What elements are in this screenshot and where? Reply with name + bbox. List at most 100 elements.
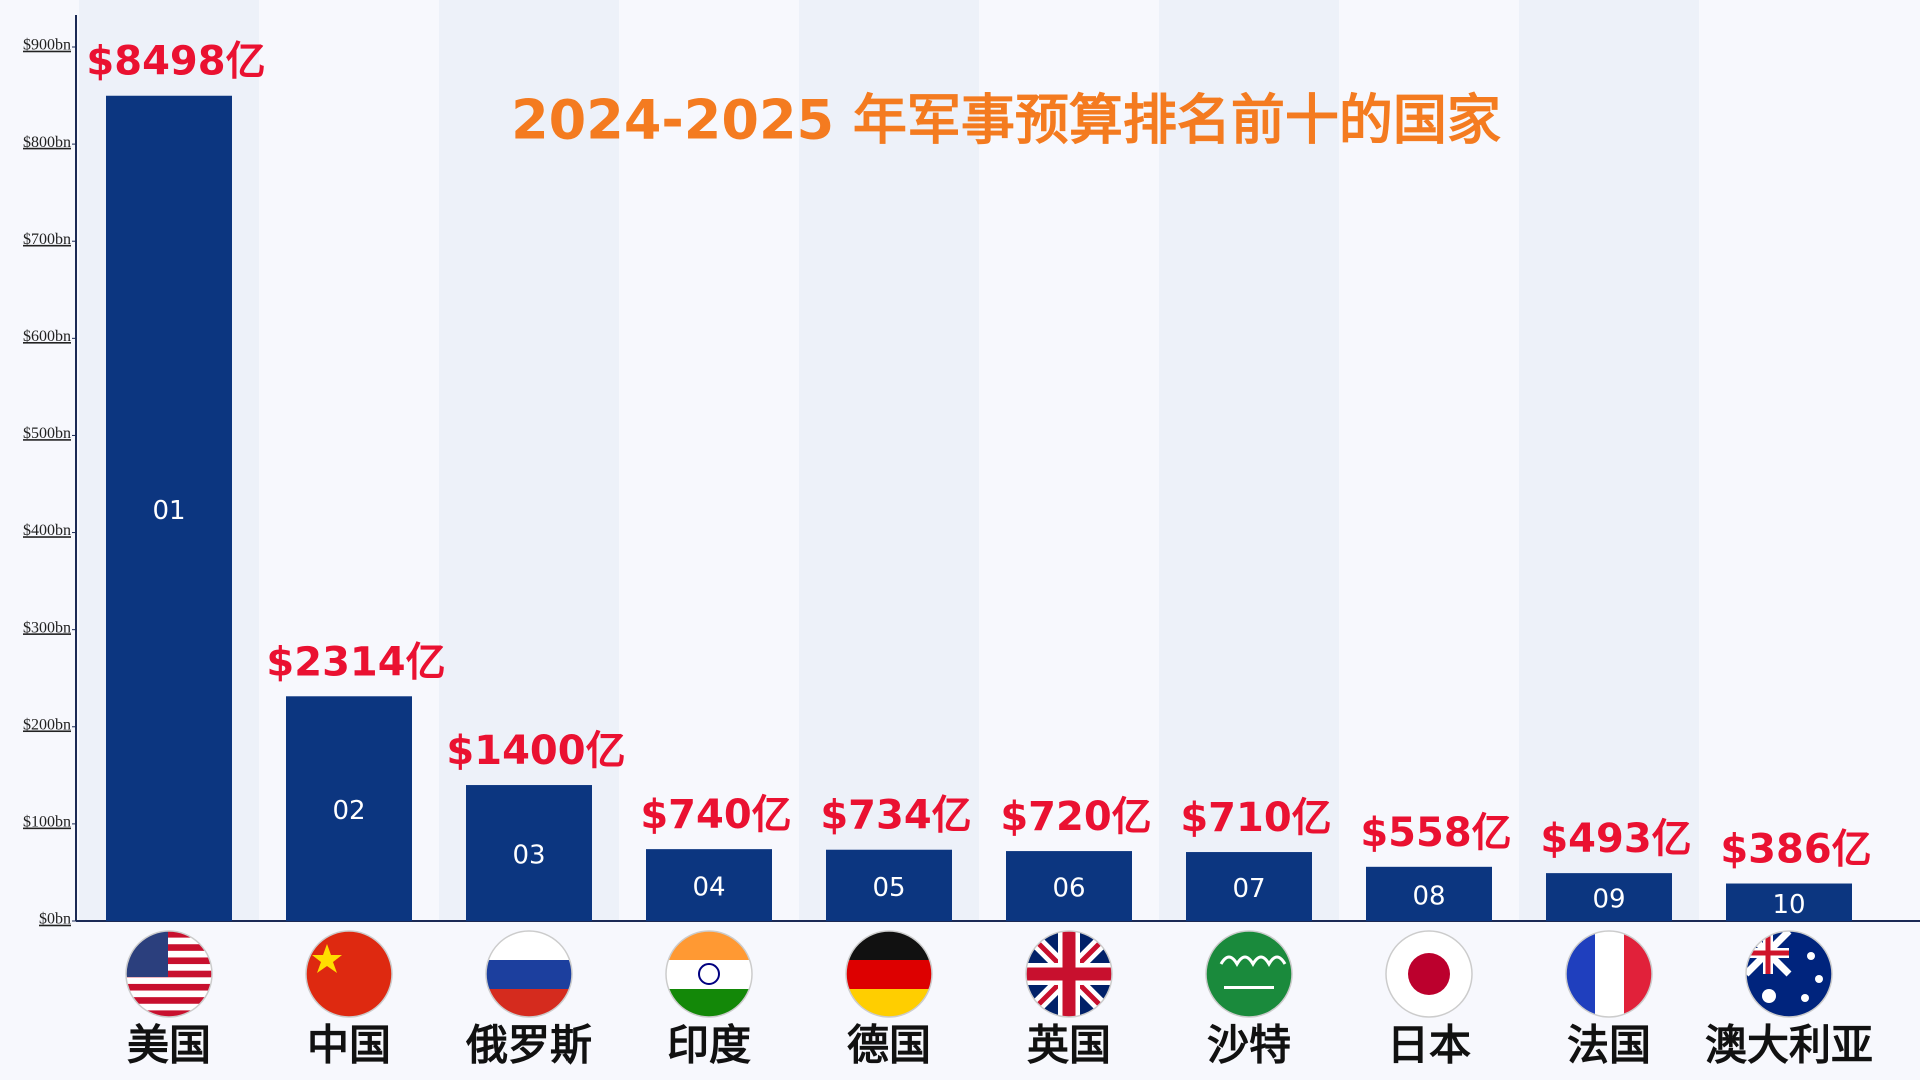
x-tick-label: 法国 xyxy=(1567,1021,1651,1070)
bar xyxy=(106,95,232,922)
bar-label: 04 xyxy=(692,873,725,903)
flag-part xyxy=(126,964,212,972)
flag-part xyxy=(1746,931,1789,974)
flag-part xyxy=(126,957,212,965)
flag-clip xyxy=(1386,931,1472,1017)
bar xyxy=(646,849,772,921)
column-stripe xyxy=(799,0,979,921)
column-stripe xyxy=(1699,0,1879,921)
value-label: $386亿 xyxy=(1720,827,1871,873)
flag-part xyxy=(126,997,212,1005)
value-label: $710亿 xyxy=(1180,795,1331,841)
flag xyxy=(485,930,573,1018)
y-tick-label: $600bn xyxy=(23,328,71,345)
bar-label: 07 xyxy=(1232,874,1265,904)
y-tick-label: $100bn xyxy=(23,814,71,831)
flag-clip xyxy=(306,931,392,1017)
value-label: $8498亿 xyxy=(86,39,265,85)
flag-clip xyxy=(1746,931,1832,1017)
flag-outline xyxy=(665,930,753,1018)
x-tick-label: 印度 xyxy=(667,1021,751,1070)
flag-part xyxy=(1206,931,1292,1017)
flag-outline xyxy=(1385,930,1473,1018)
x-tick-label: 俄罗斯 xyxy=(465,1021,592,1070)
flag xyxy=(1205,930,1293,1018)
flag-part xyxy=(1219,955,1287,968)
value-label: $2314亿 xyxy=(266,639,445,685)
flag-part xyxy=(1762,989,1776,1003)
column-stripe xyxy=(979,0,1159,921)
x-tick-label: 日本 xyxy=(1387,1021,1471,1070)
flag xyxy=(1745,930,1833,1018)
flag-outline xyxy=(305,930,393,1018)
y-tick-label: $0bn xyxy=(39,911,71,928)
bar-label: 08 xyxy=(1412,881,1445,911)
flag-part xyxy=(1408,953,1450,995)
bar xyxy=(1006,851,1132,921)
x-tick-label: 澳大利亚 xyxy=(1705,1021,1873,1070)
x-tick-label: 中国 xyxy=(307,1021,391,1070)
flag-part xyxy=(1026,931,1112,1017)
flag-part xyxy=(126,1003,212,1011)
flag-clip xyxy=(486,931,572,1017)
flag-outline xyxy=(485,930,573,1018)
column-stripe xyxy=(1339,0,1519,921)
flag-part xyxy=(126,950,212,958)
column-stripe xyxy=(1159,0,1339,921)
flag xyxy=(1025,930,1113,1018)
x-tick-label: 沙特 xyxy=(1207,1021,1291,1070)
bar-label: 09 xyxy=(1592,885,1625,915)
bar xyxy=(286,696,412,921)
flag-part xyxy=(486,960,572,990)
flag-part xyxy=(126,937,212,945)
flag-part xyxy=(312,944,342,973)
flag-part xyxy=(1595,931,1625,1017)
flag-outline xyxy=(1025,930,1113,1018)
flag-part xyxy=(1224,986,1274,989)
flag-part xyxy=(126,970,212,978)
flag-outline xyxy=(1205,930,1293,1018)
x-tick-label: 美国 xyxy=(127,1021,211,1070)
column-stripe xyxy=(619,0,799,921)
flag-part xyxy=(1807,952,1815,960)
flag-part xyxy=(126,1010,212,1017)
flag-part xyxy=(126,944,212,952)
bar xyxy=(466,785,592,921)
value-label: $734亿 xyxy=(820,793,971,839)
bar-label: 05 xyxy=(872,873,905,903)
bar xyxy=(1186,852,1312,921)
chart-title: 2024-2025 年军事预算排名前十的国家 xyxy=(511,89,1501,152)
flag-part xyxy=(306,931,392,1017)
flag-outline xyxy=(845,930,933,1018)
bar xyxy=(1366,866,1492,921)
x-tick-label: 英国 xyxy=(1027,1021,1111,1070)
flag-outline xyxy=(1565,930,1653,1018)
flag-part xyxy=(698,963,720,985)
value-label: $1400亿 xyxy=(446,728,625,774)
x-tick-label: 德国 xyxy=(847,1021,931,1070)
column-stripe xyxy=(1519,0,1699,921)
bar xyxy=(1546,873,1672,921)
y-tick-label: $500bn xyxy=(23,425,71,442)
flag-outline xyxy=(1745,930,1833,1018)
bar xyxy=(826,849,952,921)
flag-outline xyxy=(125,930,213,1018)
y-tick-label: $800bn xyxy=(23,134,71,151)
flag xyxy=(1385,930,1473,1018)
y-tick-label: $300bn xyxy=(23,619,71,636)
flag-part xyxy=(126,977,212,985)
flag-clip xyxy=(1206,931,1292,1017)
value-label: $720亿 xyxy=(1000,794,1151,840)
flag xyxy=(305,930,393,1018)
y-tick-label: $700bn xyxy=(23,231,71,248)
flag-part xyxy=(126,990,212,998)
column-stripe xyxy=(439,0,619,921)
value-label: $740亿 xyxy=(640,792,791,838)
bar-label: 01 xyxy=(152,496,185,526)
y-tick-label: $900bn xyxy=(23,37,71,54)
flag-part xyxy=(1815,975,1823,983)
flag-part xyxy=(126,931,212,939)
bar-label: 06 xyxy=(1052,874,1085,904)
bar-label: 10 xyxy=(1772,890,1805,920)
flag-clip xyxy=(126,931,212,1017)
